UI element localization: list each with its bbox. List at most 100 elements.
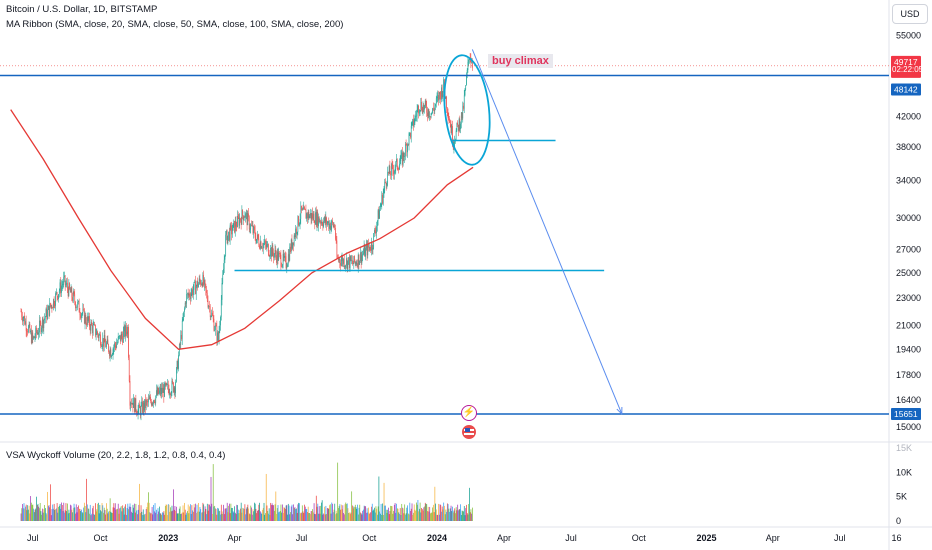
volume-bar	[318, 506, 320, 521]
currency-button[interactable]: USD	[892, 4, 928, 24]
candle-body	[415, 115, 416, 117]
volume-bar	[329, 504, 331, 521]
volume-bar	[385, 509, 387, 521]
candle-body	[134, 398, 135, 412]
candle-body	[143, 402, 145, 411]
candle-body	[249, 228, 251, 230]
candle-body	[203, 274, 204, 285]
volume-indicator-legend[interactable]: VSA Wyckoff Volume (20, 2.2, 1.8, 1.2, 0…	[6, 450, 226, 461]
candle-body	[129, 381, 131, 406]
candle-body	[321, 221, 322, 224]
candle-body	[349, 256, 351, 269]
candle-body	[127, 326, 129, 335]
volume-bar	[26, 510, 28, 521]
volume-bar	[184, 502, 185, 521]
volume-bar	[438, 503, 439, 521]
volume-bar	[96, 509, 98, 521]
volume-bar	[453, 510, 455, 521]
buy-climax-label[interactable]: buy climax	[488, 54, 553, 68]
candle-body	[285, 256, 287, 269]
candle-body	[466, 69, 468, 76]
volume-bar	[33, 508, 34, 521]
volume-bar	[282, 512, 284, 521]
candle-body	[255, 237, 257, 243]
volume-bar	[30, 502, 32, 521]
candle-body	[121, 333, 123, 337]
volume-bar	[331, 502, 333, 521]
volume-bar	[256, 513, 258, 521]
volume-bar	[230, 503, 232, 521]
volume-bar	[167, 504, 169, 521]
volume-bar	[35, 508, 37, 521]
volume-bar	[381, 514, 383, 521]
volume-bar	[349, 512, 350, 521]
candle-body	[442, 91, 444, 97]
candle-body	[388, 166, 390, 174]
candle-body	[141, 401, 143, 406]
candle-body	[250, 224, 252, 229]
volume-bar	[284, 507, 286, 521]
volume-bar	[415, 510, 417, 521]
time-tick-label: 2023	[158, 533, 178, 543]
candle-body	[270, 248, 271, 256]
volume-bar	[202, 502, 204, 521]
candle-body	[78, 300, 80, 313]
volume-bar	[133, 507, 135, 521]
candle-body	[234, 220, 235, 233]
volume-bar	[426, 504, 428, 521]
candle-body	[240, 218, 241, 221]
candle-body	[427, 109, 429, 117]
volume-bar	[97, 503, 99, 521]
candle-body	[229, 231, 230, 241]
candle-body	[122, 331, 124, 343]
volume-bar	[371, 506, 372, 521]
candle-body	[173, 382, 174, 392]
candle-body	[139, 407, 141, 416]
volume-bar	[136, 514, 138, 521]
volume-bar	[304, 506, 306, 521]
candle-body	[102, 338, 104, 346]
candle-body	[468, 59, 470, 62]
volume-bar	[419, 502, 421, 521]
candle-body	[148, 398, 149, 403]
candle-body	[266, 244, 268, 248]
volume-bar	[200, 509, 202, 521]
us-flag-icon[interactable]	[461, 424, 477, 440]
volume-bar	[142, 515, 143, 521]
candle-body	[172, 380, 174, 383]
candle-body	[347, 260, 349, 269]
candle-body	[273, 253, 275, 258]
volume-bar	[157, 508, 159, 521]
volume-bar	[470, 509, 472, 521]
volume-bar	[67, 513, 69, 521]
volume-bar	[387, 509, 389, 521]
volume-bar	[245, 508, 247, 521]
volume-bar	[54, 509, 56, 521]
candle-body	[306, 213, 308, 219]
candle-body	[385, 181, 386, 183]
volume-bar	[44, 508, 46, 521]
volume-bar	[353, 506, 355, 521]
volume-bar	[290, 506, 292, 521]
volume-bar	[168, 504, 170, 521]
candle-body	[223, 259, 225, 270]
volume-bar	[227, 512, 229, 521]
volume-bar	[435, 503, 436, 521]
volume-bar	[332, 512, 334, 521]
candle-body	[106, 339, 108, 344]
volume-bar	[190, 513, 192, 521]
lightning-icon[interactable]: ⚡	[461, 405, 477, 421]
volume-bar	[429, 506, 431, 521]
candle-body	[235, 221, 237, 227]
volume-bar	[310, 514, 311, 521]
volume-bar	[436, 514, 438, 521]
indicator-legend[interactable]: MA Ribbon (SMA, close, 20, SMA, close, 5…	[6, 19, 344, 30]
volume-bar	[64, 512, 65, 521]
volume-bar	[31, 505, 33, 521]
time-tick-label: 2025	[696, 533, 716, 543]
candle-body	[395, 162, 397, 169]
volume-bar	[354, 507, 355, 521]
volume-bar	[108, 510, 110, 521]
volume-bar	[195, 503, 196, 521]
